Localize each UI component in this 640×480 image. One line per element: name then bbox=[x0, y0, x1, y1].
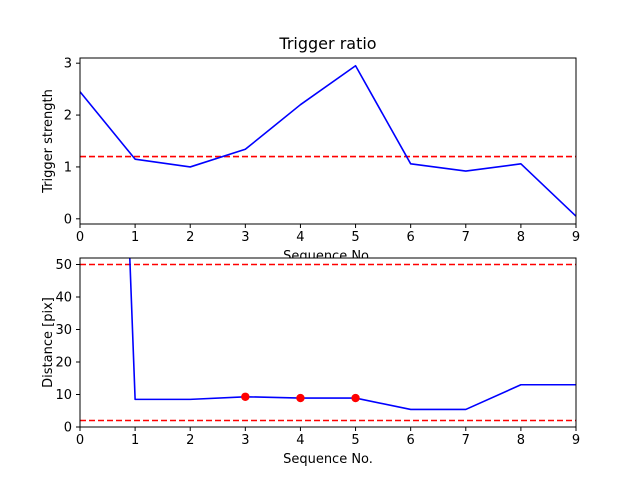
data-point-marker bbox=[296, 393, 305, 403]
y-tick-label: 0 bbox=[64, 421, 72, 436]
x-tick-label: 1 bbox=[131, 230, 139, 245]
x-tick-label: 0 bbox=[76, 230, 84, 245]
x-tick-label: 5 bbox=[351, 230, 359, 245]
x-axis-label: Sequence No. bbox=[283, 452, 373, 467]
plot-area bbox=[80, 258, 576, 422]
x-tick-label: 3 bbox=[241, 230, 249, 245]
x-tick-label: 4 bbox=[296, 230, 304, 245]
x-tick-label: 8 bbox=[517, 433, 525, 448]
data-point-marker bbox=[351, 393, 360, 403]
x-tick-label: 0 bbox=[76, 433, 84, 448]
y-tick-label: 2 bbox=[64, 109, 72, 124]
chart-title: Trigger ratio bbox=[278, 34, 376, 53]
x-tick-label: 9 bbox=[572, 230, 580, 245]
plot-area bbox=[80, 64, 576, 217]
y-axis-label: Distance [pix] bbox=[41, 297, 56, 388]
x-tick-label: 5 bbox=[351, 433, 359, 448]
y-tick-label: 10 bbox=[55, 388, 72, 403]
x-tick-label: 2 bbox=[186, 230, 194, 245]
series-line-0 bbox=[128, 258, 576, 411]
y-tick-label: 40 bbox=[55, 291, 72, 306]
axes-frame bbox=[79, 57, 577, 225]
bottom-axes-background bbox=[80, 258, 576, 427]
y-tick-label: 50 bbox=[55, 258, 72, 273]
x-tick-label: 3 bbox=[241, 433, 249, 448]
x-tick-label: 1 bbox=[131, 433, 139, 448]
y-tick-label: 30 bbox=[55, 323, 72, 338]
x-tick-label: 7 bbox=[462, 230, 470, 245]
x-tick-label: 9 bbox=[572, 433, 580, 448]
x-tick-label: 6 bbox=[407, 230, 415, 245]
y-tick-label: 3 bbox=[64, 57, 72, 72]
x-tick-label: 2 bbox=[186, 433, 194, 448]
y-tick-label: 0 bbox=[64, 212, 72, 227]
y-tick-label: 20 bbox=[55, 356, 72, 371]
bottom-chart: 0 1 2 3 4 5 6 7 8 9 0 10 20 30 40 50 Sequence No. Distanc… bbox=[41, 257, 580, 467]
x-tick-label: 6 bbox=[407, 433, 415, 448]
x-tick-label: 8 bbox=[517, 230, 525, 245]
x-tick-label: 7 bbox=[462, 433, 470, 448]
data-point-marker bbox=[241, 392, 250, 401]
series-line-0 bbox=[80, 64, 576, 217]
y-axis-label: Trigger strength bbox=[41, 89, 56, 194]
y-tick-label: 1 bbox=[64, 160, 72, 175]
x-tick-label: 4 bbox=[296, 433, 304, 448]
axes-frame bbox=[79, 257, 577, 428]
